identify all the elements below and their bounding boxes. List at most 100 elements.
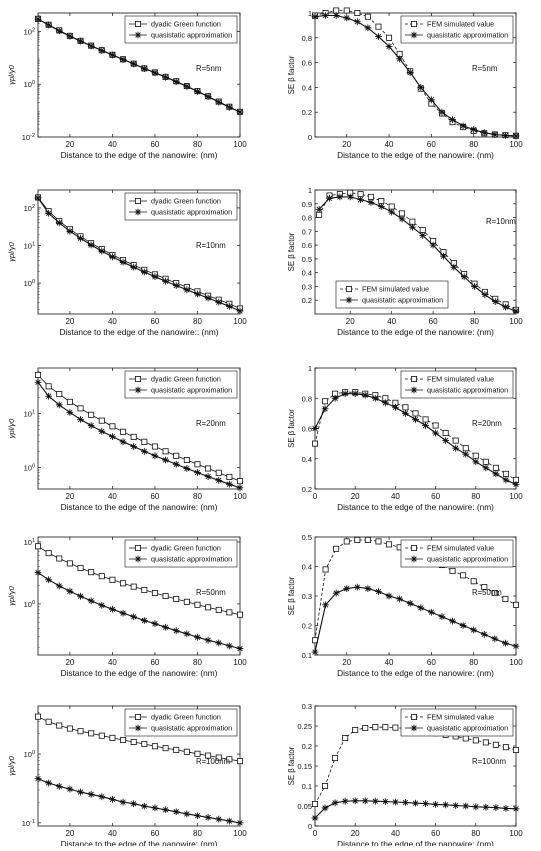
data-point-square — [226, 473, 233, 480]
data-point-square — [354, 9, 361, 16]
data-point-star — [482, 464, 490, 472]
data-point-star — [406, 599, 414, 607]
legend: FEM simulated value quasistatic approxima… — [335, 280, 449, 309]
x-tick-label: 80 — [193, 658, 202, 667]
data-point-square — [311, 440, 318, 447]
data-point-star — [34, 194, 42, 202]
x-tick-label: 100 — [509, 658, 523, 667]
data-point-star — [34, 378, 42, 386]
data-point-square — [449, 567, 456, 574]
legend: FEM simulated value quasistatic approxima… — [400, 15, 514, 44]
series-star — [34, 194, 244, 315]
data-point-star — [45, 576, 53, 584]
data-point-star — [162, 623, 169, 631]
data-point-square — [409, 218, 416, 225]
data-point-star — [398, 215, 406, 223]
data-point-star — [204, 294, 212, 302]
x-axis-label: Distance to the edge of the nanowire: (n… — [61, 502, 218, 512]
data-point-star — [381, 798, 389, 805]
legend-label: quasistatic approximation — [151, 724, 232, 733]
data-point-star — [236, 645, 244, 653]
data-point-star — [438, 613, 446, 621]
data-point-star — [55, 27, 63, 35]
x-tick-label: 80 — [193, 317, 202, 326]
data-point-square — [66, 725, 73, 732]
legend-label: dyadic Green function — [151, 197, 221, 206]
data-point-star — [183, 630, 191, 638]
legend-label: quasistatic approximation — [427, 555, 508, 564]
chart-panel: 20 40 60 80 100 0.1 0.2 0.3 0.4 0.5 Distance to th… — [287, 533, 523, 678]
x-tick-label: 20 — [351, 829, 360, 838]
data-point-square — [352, 727, 359, 734]
data-point-star — [55, 582, 63, 590]
x-tick-label: 100 — [509, 829, 523, 838]
data-point-square — [357, 191, 364, 198]
legend-marker-square — [134, 545, 141, 552]
data-point-star — [130, 800, 138, 808]
y-tick-label: 0.2 — [302, 622, 312, 631]
data-point-star — [512, 805, 520, 813]
data-point-star — [151, 452, 159, 460]
legend: FEM simulated value quasistatic approxima… — [400, 539, 514, 568]
data-point-square — [130, 433, 137, 440]
series-star — [34, 775, 244, 827]
series-star — [311, 390, 520, 488]
y-axis-label-text: γpl/γ0 — [7, 585, 16, 605]
data-point-star — [130, 613, 138, 621]
data-point-star — [140, 65, 148, 73]
radius-annotation: R=20nm — [472, 419, 502, 428]
x-tick-label: 20 — [65, 658, 74, 667]
x-tick-label: 60 — [150, 658, 159, 667]
series-star — [34, 15, 244, 116]
legend-marker-star — [134, 208, 142, 216]
legend-label: FEM simulated value — [427, 20, 494, 29]
y-tick-label: 0.1 — [302, 782, 312, 791]
data-point-star — [172, 808, 180, 816]
y-tick-label: 0.6 — [302, 59, 312, 68]
data-point-star — [482, 803, 490, 811]
y-tick-label: 0.4 — [302, 83, 312, 92]
data-point-star — [402, 799, 409, 806]
plot-frame — [37, 12, 241, 138]
data-point-star — [109, 795, 116, 803]
data-point-star — [215, 98, 223, 106]
data-point-star — [427, 96, 435, 104]
legend-marker-star — [410, 386, 418, 394]
data-point-star — [77, 234, 84, 242]
data-point-square — [194, 601, 201, 608]
legend: dyadic Green function quasistatic approxi… — [124, 192, 238, 221]
series-square — [35, 371, 243, 485]
data-point-square — [215, 469, 222, 476]
x-tick-label: 20 — [65, 140, 74, 149]
data-point-square — [98, 732, 105, 739]
y-tick-label: 102 — [24, 27, 35, 36]
data-point-star — [66, 409, 74, 416]
data-point-square — [470, 578, 477, 585]
data-point-square — [422, 416, 429, 423]
data-point-star — [98, 427, 106, 435]
data-point-star — [502, 303, 510, 311]
data-point-star — [332, 12, 340, 19]
data-point-star — [130, 60, 138, 68]
x-tick-label: 20 — [351, 492, 360, 501]
x-tick-label: 80 — [193, 492, 202, 501]
data-point-star — [357, 196, 364, 204]
data-point-star — [417, 84, 425, 91]
data-point-star — [77, 788, 84, 796]
data-point-square — [88, 730, 95, 737]
data-point-star — [204, 636, 212, 644]
data-point-star — [225, 302, 233, 310]
x-tick-label: 100 — [233, 140, 247, 149]
data-point-star — [470, 626, 478, 634]
legend-label: FEM simulated value — [427, 375, 494, 384]
data-point-star — [381, 399, 389, 407]
legend-label: quasistatic approximation — [427, 724, 508, 733]
data-point-square — [120, 580, 127, 587]
data-point-square — [173, 746, 180, 753]
data-point-star — [204, 473, 212, 480]
data-point-square — [343, 538, 350, 545]
data-point-star — [472, 803, 480, 811]
series-line — [314, 14, 517, 137]
data-point-square — [333, 545, 340, 552]
data-point-square — [109, 734, 116, 741]
